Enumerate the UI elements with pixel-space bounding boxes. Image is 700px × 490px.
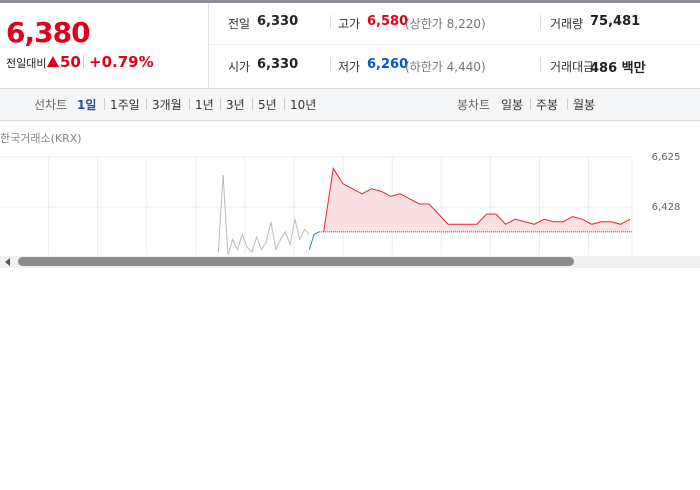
tab-label: 선차트: [34, 98, 68, 112]
divider: [209, 44, 700, 45]
info-label: 전일: [228, 17, 251, 31]
divider: [83, 55, 84, 68]
divider: [330, 58, 331, 72]
divider: [567, 98, 568, 110]
info-label: 고가: [338, 17, 361, 31]
price: 6,380: [6, 16, 91, 49]
info-label: 저가: [338, 60, 361, 74]
range-tab[interactable]: 5년: [258, 98, 277, 112]
info-value: 75,481: [590, 14, 641, 29]
y-tick-label: 6,428: [652, 202, 681, 213]
source: 한국거래소(KRX): [0, 132, 82, 145]
scroll-left[interactable]: [4, 257, 12, 267]
info-value: 6,330: [257, 14, 299, 29]
info-value: 6,260: [367, 57, 409, 72]
range-tab[interactable]: 1주일: [110, 98, 140, 112]
y-tick-label: 6,625: [652, 152, 681, 163]
range-tab[interactable]: 1년: [195, 98, 214, 112]
divider: [284, 98, 285, 110]
change-label: 전일대비: [6, 57, 47, 70]
price-line: [323, 167, 631, 232]
divider: [146, 98, 147, 110]
info-note: (하한가 4,440): [405, 60, 486, 74]
divider: [104, 98, 105, 110]
price-line: [217, 174, 310, 255]
divider: [540, 58, 541, 72]
area: [323, 168, 631, 232]
divider: [252, 98, 253, 110]
candle-tab[interactable]: 일봉: [501, 98, 524, 112]
divider: [530, 98, 531, 110]
range-tab[interactable]: 1일: [77, 98, 97, 112]
info-value: 486 백만: [590, 61, 646, 76]
info-note: (상한가 8,220): [405, 17, 486, 31]
tab-bar: [0, 88, 700, 121]
info-label: 시가: [228, 60, 251, 74]
divider: [540, 15, 541, 29]
divider: [330, 15, 331, 29]
range-tab[interactable]: 3개월: [152, 98, 182, 112]
change: 50: [60, 53, 81, 71]
top-bar: [0, 0, 700, 3]
candle-tab[interactable]: 주봉: [536, 98, 559, 112]
range-tab[interactable]: 3년: [226, 98, 245, 112]
divider: [220, 98, 221, 110]
info-label: 거래량: [550, 17, 584, 31]
chart: 6,625 6,428: [0, 152, 681, 255]
tab-label: 봉차트: [457, 98, 491, 112]
range-tab[interactable]: 10년: [290, 98, 317, 112]
candle-tab[interactable]: 월봉: [573, 98, 596, 112]
scroll-thumb[interactable]: [18, 257, 574, 266]
info-value: 6,330: [257, 57, 299, 72]
change-rate: +0.79%: [89, 53, 154, 71]
up-icon: [47, 56, 59, 67]
price-line: [308, 231, 320, 250]
info-value: 6,580: [367, 14, 409, 29]
info-label: 거래대금: [550, 60, 595, 74]
divider: [208, 3, 209, 88]
divider: [189, 98, 190, 110]
